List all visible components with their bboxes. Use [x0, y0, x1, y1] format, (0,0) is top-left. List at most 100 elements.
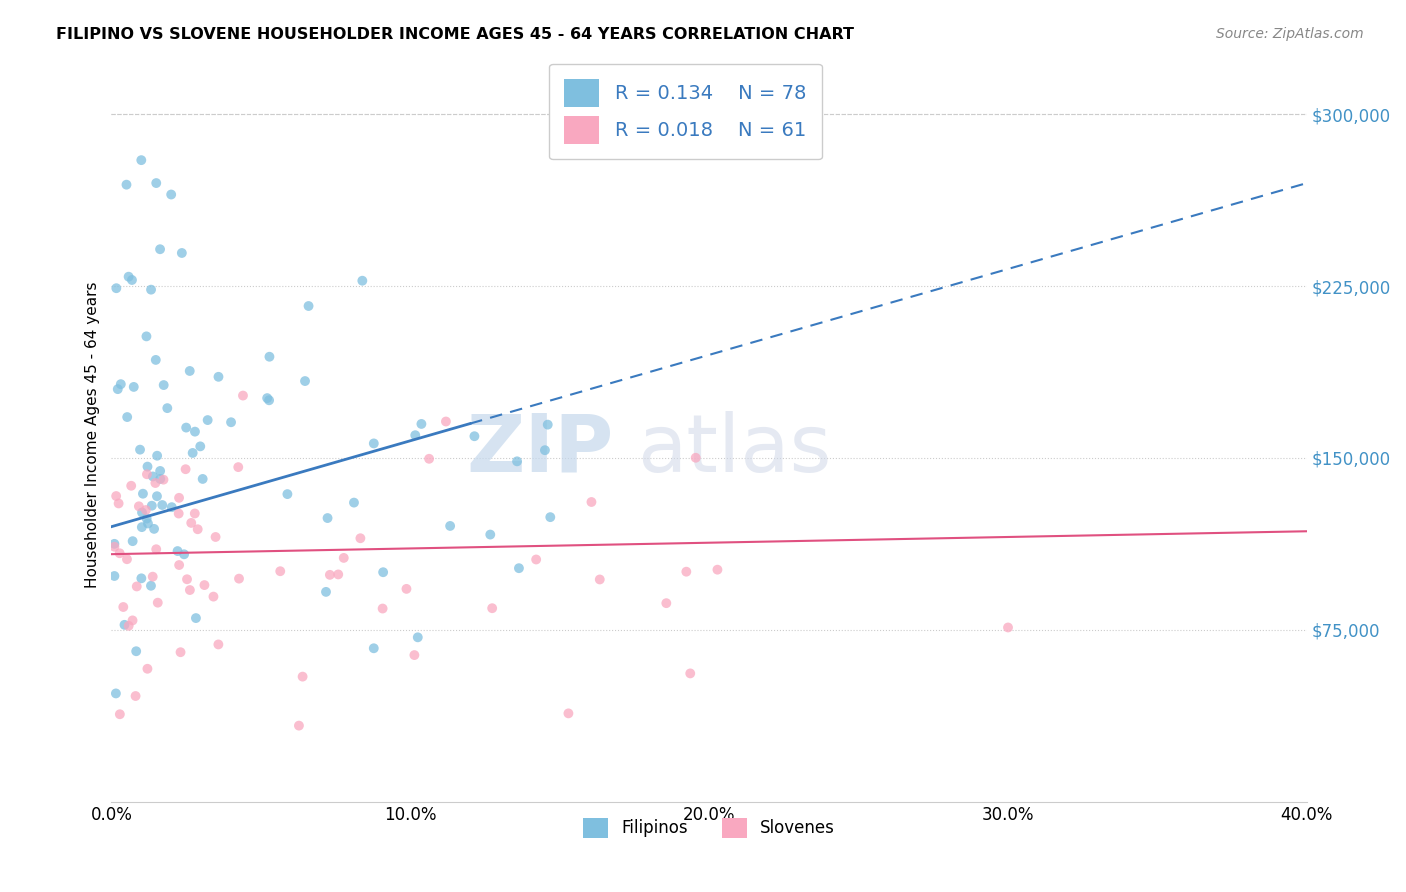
Point [110, 377, 132, 392]
Point [145, 176, 167, 190]
Point [146, 596, 169, 610]
Point [328, 567, 350, 582]
Point [173, 547, 195, 561]
Point [685, 450, 707, 465]
Point [174, 462, 197, 476]
Point [524, 552, 547, 566]
Point [136, 516, 159, 531]
Point [181, 446, 204, 460]
Point [204, 530, 226, 544]
Point [179, 582, 201, 597]
Point [103, 537, 125, 551]
Point [349, 531, 371, 545]
Point [142, 469, 165, 483]
Point [146, 449, 169, 463]
Point [129, 442, 152, 457]
Point [143, 522, 166, 536]
Point [117, 269, 139, 284]
Point [160, 187, 183, 202]
Point [167, 558, 190, 572]
Point [537, 417, 560, 432]
Point [103, 569, 125, 583]
Point [679, 666, 702, 681]
Point [228, 572, 250, 586]
Point [202, 590, 225, 604]
Point [105, 281, 128, 295]
Point [118, 619, 141, 633]
Point [226, 460, 249, 475]
Point [315, 585, 337, 599]
Point [139, 579, 162, 593]
Point [104, 686, 127, 700]
Point [479, 527, 502, 541]
Point [170, 246, 193, 260]
Point [120, 479, 142, 493]
Point [180, 516, 202, 530]
Text: Source: ZipAtlas.com: Source: ZipAtlas.com [1216, 27, 1364, 41]
Point [463, 429, 485, 443]
Point [411, 417, 433, 431]
Point [169, 645, 191, 659]
Point [179, 364, 201, 378]
Point [122, 380, 145, 394]
Point [184, 611, 207, 625]
Point [146, 489, 169, 503]
Point [371, 601, 394, 615]
Point [174, 420, 197, 434]
Point [373, 565, 395, 579]
Y-axis label: Householder Income Ages 45 - 64 years: Householder Income Ages 45 - 64 years [86, 282, 100, 589]
Point [152, 378, 174, 392]
Point [343, 495, 366, 509]
Point [166, 544, 188, 558]
Point [363, 641, 385, 656]
Point [136, 662, 159, 676]
Point [150, 498, 173, 512]
Point [207, 637, 229, 651]
Point [506, 454, 529, 468]
Point [288, 718, 311, 732]
Point [105, 489, 128, 503]
Point [404, 428, 426, 442]
Point [125, 579, 148, 593]
Point [581, 495, 603, 509]
Point [112, 599, 135, 614]
Point [131, 520, 153, 534]
Point [187, 522, 209, 536]
Point [257, 393, 280, 408]
Point [538, 510, 561, 524]
Point [197, 413, 219, 427]
Point [481, 601, 503, 615]
Point [107, 382, 129, 396]
Point [136, 467, 159, 482]
Point [557, 706, 579, 721]
Point [188, 439, 211, 453]
Point [297, 299, 319, 313]
Point [121, 614, 143, 628]
Point [319, 567, 342, 582]
Point [136, 459, 159, 474]
Text: atlas: atlas [637, 410, 832, 489]
Point [108, 546, 131, 560]
Point [167, 491, 190, 505]
Point [141, 499, 163, 513]
Point [256, 391, 278, 405]
Point [149, 472, 172, 486]
Point [145, 542, 167, 557]
Point [124, 689, 146, 703]
Point [103, 540, 125, 554]
Point [115, 178, 138, 192]
Point [395, 582, 418, 596]
Point [675, 565, 697, 579]
Point [276, 487, 298, 501]
Point [184, 507, 207, 521]
Point [193, 578, 215, 592]
Point [316, 511, 339, 525]
Point [291, 670, 314, 684]
Point [132, 486, 155, 500]
Point [534, 443, 557, 458]
Point [352, 274, 374, 288]
Point [207, 369, 229, 384]
Point [135, 511, 157, 525]
Point [142, 569, 165, 583]
Point [997, 620, 1019, 634]
